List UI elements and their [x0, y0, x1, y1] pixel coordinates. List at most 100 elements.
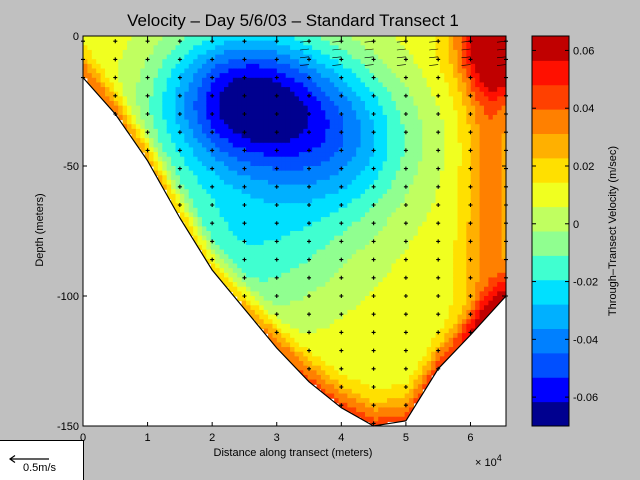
- heat-cell: [188, 77, 194, 84]
- heat-cell: [210, 110, 216, 116]
- heat-cell: [338, 156, 344, 162]
- heat-cell: [453, 296, 459, 302]
- heat-cell: [206, 156, 212, 162]
- heat-cell: [400, 63, 406, 70]
- heat-cell: [334, 77, 340, 84]
- heat-cell: [404, 133, 410, 139]
- heat-cell: [426, 138, 432, 144]
- heat-cell: [334, 110, 340, 116]
- heat-cell: [369, 101, 375, 107]
- heat-cell: [281, 59, 287, 65]
- heat-cell: [378, 323, 384, 330]
- heat-cell: [378, 342, 384, 348]
- heat-cell: [113, 36, 119, 42]
- heat-cell: [400, 193, 406, 200]
- heat-cell: [382, 198, 388, 204]
- heat-cell: [334, 351, 340, 357]
- heat-cell: [444, 268, 450, 274]
- heat-cell: [391, 114, 397, 121]
- heat-cell: [224, 40, 230, 46]
- heat-cell: [369, 347, 375, 353]
- heat-cell: [285, 314, 291, 320]
- heat-cell: [232, 119, 238, 125]
- heat-cell: [175, 133, 181, 139]
- heat-cell: [294, 282, 300, 288]
- heat-cell: [413, 268, 419, 274]
- heat-cell: [294, 296, 300, 302]
- heat-cell: [320, 138, 326, 144]
- heat-cell: [426, 119, 432, 125]
- heat-cell: [210, 63, 216, 70]
- heat-cell: [373, 249, 379, 255]
- heat-cell: [395, 231, 401, 237]
- heat-cell: [224, 184, 230, 190]
- heat-cell: [347, 249, 353, 255]
- heat-cell: [334, 221, 340, 227]
- heat-cell: [228, 54, 234, 60]
- heat-cell: [166, 170, 172, 176]
- heat-cell: [395, 217, 401, 223]
- heat-cell: [312, 300, 318, 306]
- heat-cell: [100, 49, 106, 56]
- heat-cell: [96, 59, 102, 65]
- heat-cell: [439, 319, 445, 325]
- heat-cell: [373, 175, 379, 181]
- heat-cell: [325, 342, 331, 348]
- heat-cell: [250, 119, 256, 125]
- heat-cell: [422, 193, 428, 200]
- heat-cell: [193, 124, 199, 130]
- heat-cell: [307, 193, 313, 200]
- heat-cell: [395, 333, 401, 339]
- heat-cell: [157, 77, 163, 84]
- heat-cell: [400, 402, 406, 409]
- heat-cell: [179, 212, 185, 218]
- heat-cell: [347, 87, 353, 93]
- heat-cell: [391, 231, 397, 237]
- heat-cell: [228, 217, 234, 223]
- heat-cell: [193, 217, 199, 223]
- heat-cell: [387, 124, 393, 130]
- heat-cell: [105, 68, 111, 74]
- heat-cell: [378, 407, 384, 413]
- heat-cell: [426, 296, 432, 302]
- heat-cell: [268, 207, 274, 214]
- heat-cell: [188, 73, 194, 79]
- heat-cell: [197, 77, 203, 84]
- heat-cell: [215, 59, 221, 65]
- heat-cell: [351, 203, 357, 209]
- heat-cell: [369, 68, 375, 74]
- heat-cell: [197, 138, 203, 144]
- heat-cell: [347, 152, 353, 158]
- heat-cell: [281, 128, 287, 135]
- heat-cell: [439, 244, 445, 251]
- heat-cell: [171, 119, 177, 125]
- heat-cell: [237, 207, 243, 214]
- heat-cell: [329, 179, 335, 186]
- heat-cell: [232, 254, 238, 260]
- heat-cell: [338, 300, 344, 306]
- heat-cell: [316, 268, 322, 274]
- heat-cell: [334, 282, 340, 288]
- heat-cell: [391, 166, 397, 172]
- heat-cell: [237, 152, 243, 158]
- heat-cell: [404, 333, 410, 339]
- heat-cell: [347, 328, 353, 334]
- heat-cell: [395, 328, 401, 334]
- heat-cell: [193, 175, 199, 181]
- heat-cell: [272, 244, 278, 251]
- heat-cell: [197, 217, 203, 223]
- heat-cell: [365, 235, 371, 241]
- heat-cell: [395, 152, 401, 158]
- heat-cell: [201, 207, 207, 214]
- heat-cell: [338, 342, 344, 348]
- heat-cell: [365, 314, 371, 320]
- heat-cell: [175, 203, 181, 209]
- heat-cell: [373, 45, 379, 51]
- heat-cell: [118, 49, 124, 56]
- heat-cell: [342, 101, 348, 107]
- heat-cell: [122, 119, 128, 125]
- heat-cell: [285, 59, 291, 65]
- heat-cell: [400, 138, 406, 144]
- heat-cell: [241, 249, 247, 255]
- heat-cell: [439, 212, 445, 218]
